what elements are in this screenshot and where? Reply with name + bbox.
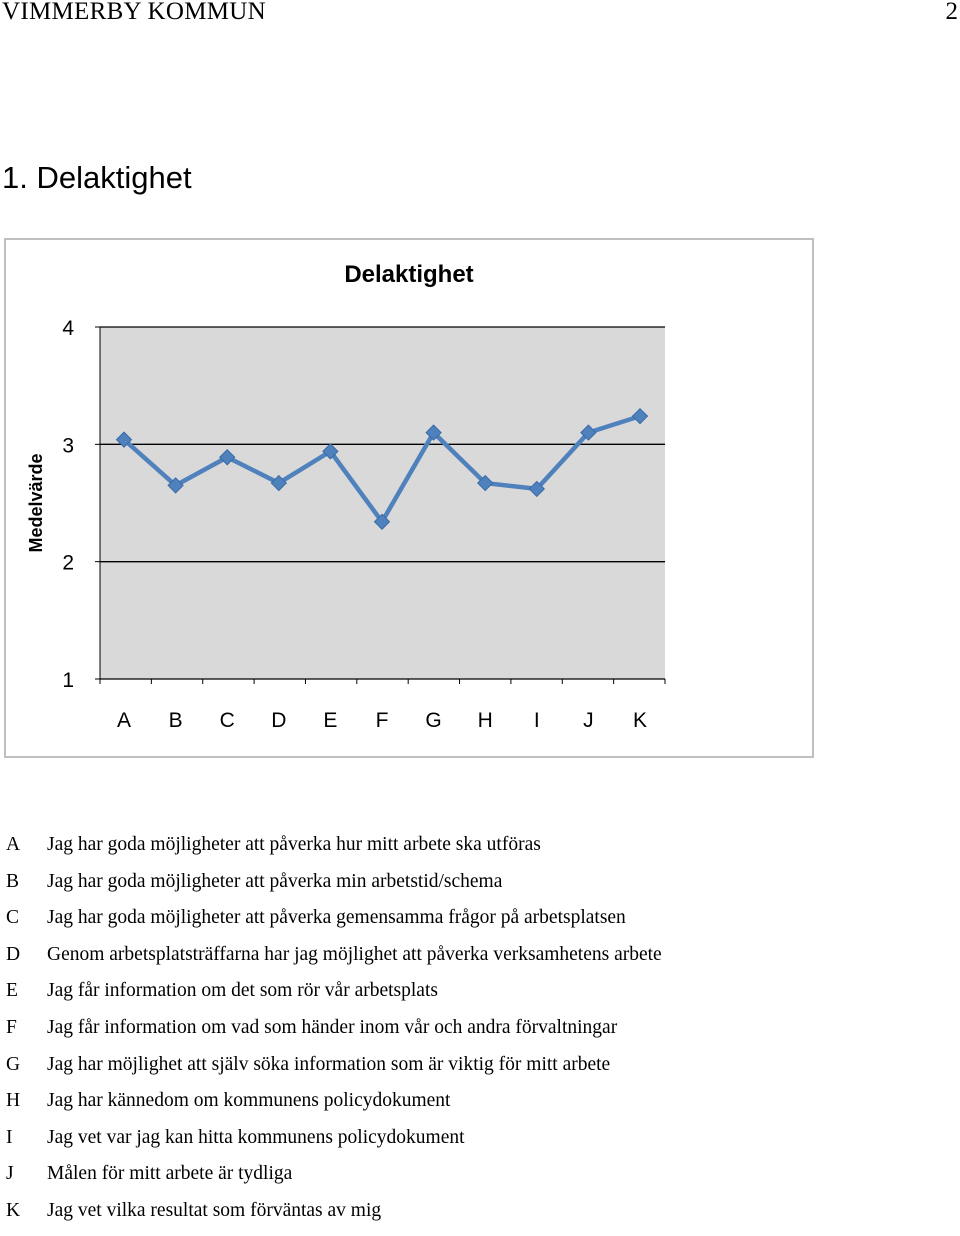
x-tick-label: G <box>425 709 441 732</box>
data-point-marker <box>322 443 339 460</box>
legend-key: H <box>6 1090 21 1112</box>
legend-key: A <box>6 834 21 855</box>
chart-title: Delaktighet <box>344 261 473 288</box>
data-point-marker <box>476 474 494 492</box>
plot-area <box>100 327 665 679</box>
legend-key: I <box>6 1126 13 1148</box>
data-point-marker <box>425 424 442 441</box>
legend-key: G <box>6 1053 21 1075</box>
x-tick-label: J <box>583 709 594 732</box>
page-number: 2 <box>945 0 959 25</box>
legend-key: F <box>6 1017 17 1038</box>
x-tick-label: C <box>220 709 235 732</box>
legend-text: Jag har goda möjligheter att påverka min… <box>47 870 503 892</box>
y-tick-label: 3 <box>62 434 74 457</box>
legend-text: Jag vet var jag kan hitta kommunens poli… <box>47 1126 465 1148</box>
legend-key: K <box>6 1200 21 1221</box>
data-point-marker <box>373 513 391 530</box>
y-axis-label: Medelvärde <box>26 453 46 552</box>
legend-key: C <box>6 907 20 929</box>
data-point-marker <box>115 431 133 448</box>
data-point-marker <box>270 474 288 492</box>
legend-key: J <box>6 1163 14 1185</box>
legend-text: Jag får information om vad som händer in… <box>47 1017 618 1038</box>
x-tick-label: K <box>633 709 647 732</box>
legend-text: Genom arbetsplatsträffarna har jag möjli… <box>47 943 662 965</box>
data-point-marker <box>218 449 236 466</box>
y-tick-label: 2 <box>62 552 74 575</box>
y-tick-label: 1 <box>62 669 74 692</box>
legend-key: B <box>6 870 20 892</box>
document-header: VIMMERBY KOMMUN <box>2 0 267 25</box>
legend-key: E <box>6 980 18 1002</box>
y-tick-label: 4 <box>62 317 74 340</box>
x-tick-label: E <box>323 709 337 732</box>
data-point-marker <box>631 407 649 425</box>
legend-text: Jag har goda möjligheter att påverka hur… <box>47 834 541 855</box>
legend-text: Målen för mitt arbete är tydliga <box>47 1163 293 1185</box>
legend-text: Jag får information om det som rör vår a… <box>47 980 438 1002</box>
section-title: 1. Delaktighet <box>2 160 192 195</box>
data-point-marker <box>580 424 597 441</box>
line-chart: 1 2 3 4 A B C D E F G H I J K Delaktighet Medelvärde <box>26 261 666 732</box>
legend-key: D <box>6 943 21 965</box>
legend-text: Jag vet vilka resultat som förväntas av … <box>47 1200 382 1221</box>
x-tick-label: F <box>376 709 389 732</box>
legend-text: Jag har kännedom om kommunens policydoku… <box>47 1090 451 1112</box>
x-tick-label: I <box>534 709 540 732</box>
data-point-marker <box>528 480 546 498</box>
x-tick-label: A <box>117 709 131 732</box>
x-tick-label: B <box>169 709 183 732</box>
data-point-marker <box>167 477 184 494</box>
legend-text: Jag har goda möjligheter att påverka gem… <box>47 907 626 929</box>
x-tick-label: D <box>271 709 286 732</box>
x-tick-label: H <box>478 709 493 732</box>
legend-text: Jag har möjlighet att själv söka informa… <box>47 1053 611 1075</box>
